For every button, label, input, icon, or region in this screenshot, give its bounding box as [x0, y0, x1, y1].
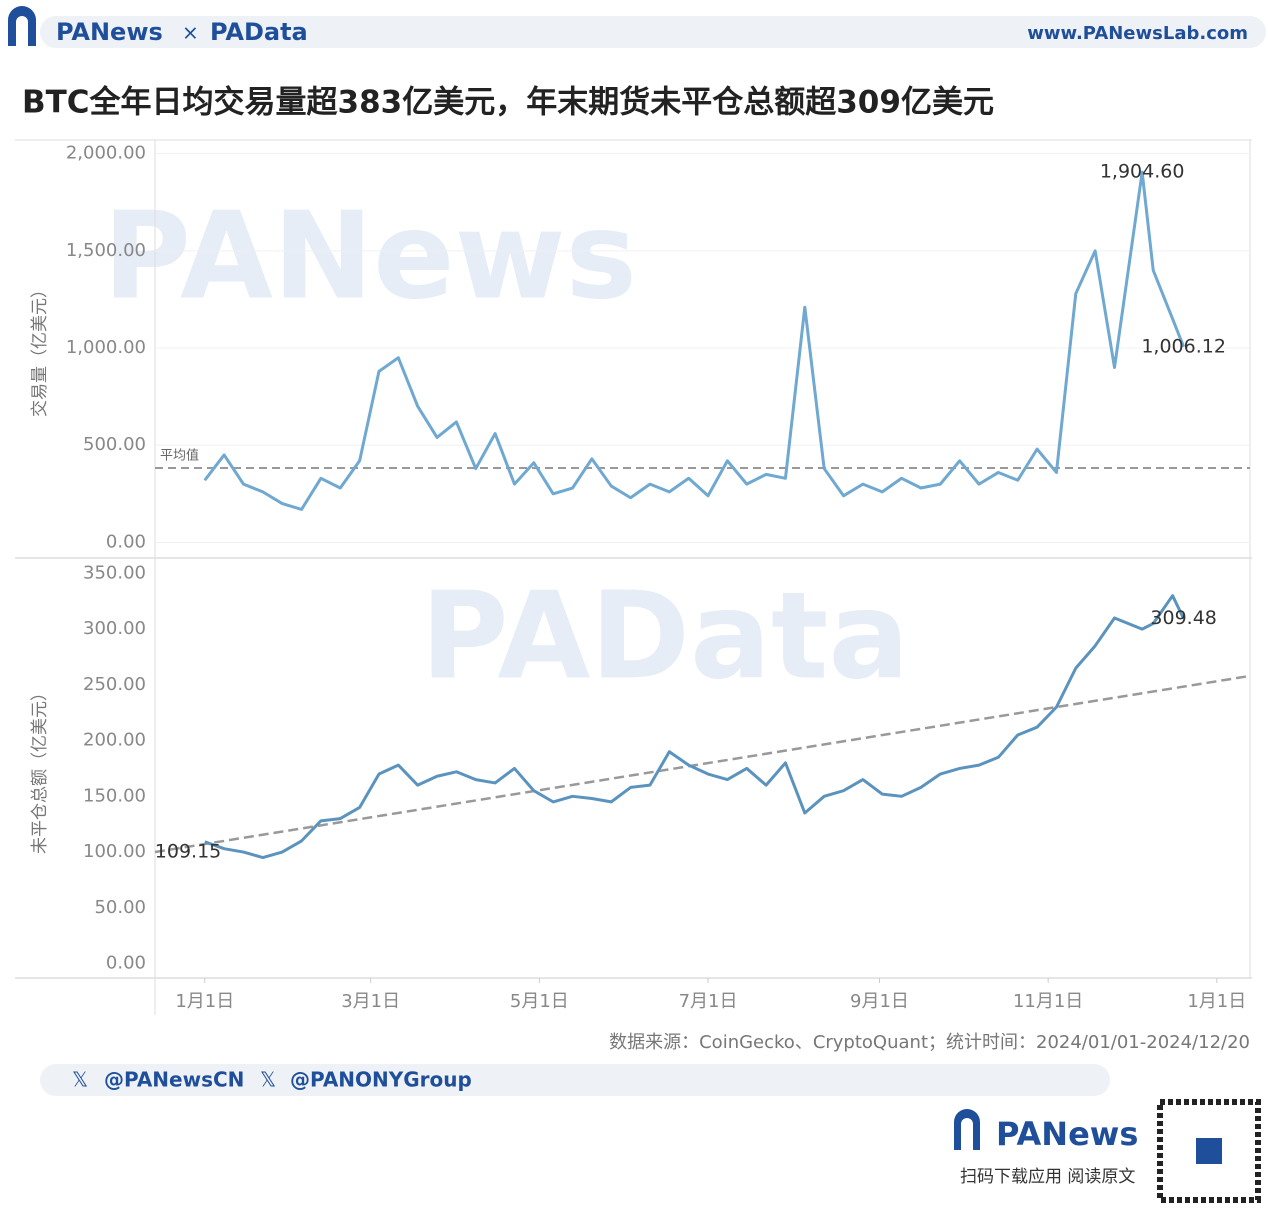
- logo: [8, 6, 36, 46]
- y-tick-label: 150.00: [83, 785, 146, 806]
- line: [204, 594, 1185, 860]
- value-label: 309.48: [1150, 607, 1216, 629]
- social[interactable]: @PANewsCN: [104, 1068, 244, 1092]
- x-tick-label: 5月1日: [510, 991, 569, 1012]
- y-tick-label: 350.00: [83, 562, 146, 583]
- y-tick-label: 300.00: [83, 618, 146, 639]
- qr-logo: [1196, 1138, 1222, 1164]
- footer-brand: PANews: [996, 1115, 1138, 1153]
- value-label: 1,006.12: [1141, 335, 1226, 357]
- y-tick-label: 50.00: [94, 897, 146, 918]
- social[interactable]: @PANONYGroup: [290, 1068, 472, 1092]
- value-label: 1,904.60: [1100, 161, 1185, 183]
- y-tick-label: 500.00: [83, 434, 146, 455]
- x-tick-label: 7月1日: [679, 991, 738, 1012]
- x-tick-label: 1月1日: [175, 991, 234, 1012]
- y-axis-title: 未平仓总额（亿美元）: [30, 684, 50, 854]
- watermark: PANews: [103, 188, 637, 327]
- x-icon: 𝕏: [72, 1068, 88, 1092]
- watermark: PAData: [421, 568, 910, 707]
- footer-caption: 扫码下载应用 阅读原文: [960, 1167, 1135, 1187]
- y-tick-label: 200.00: [83, 730, 146, 751]
- y-tick-label: 0.00: [106, 531, 146, 552]
- x-tick-label: 1月1日: [1187, 991, 1246, 1012]
- mean-label: 平均值: [160, 447, 199, 463]
- y-tick-label: 1,000.00: [66, 337, 146, 358]
- cross: ×: [182, 21, 199, 45]
- line: [203, 170, 1186, 511]
- x-tick-label: 9月1日: [850, 991, 909, 1012]
- source: 数据来源：CoinGecko、CryptoQuant；统计时间：2024/01/…: [609, 1032, 1250, 1053]
- social-bar: [40, 1064, 1110, 1096]
- y-tick-label: 2,000.00: [66, 143, 146, 164]
- y-tick-label: 250.00: [83, 674, 146, 695]
- url: www.PANewsLab.com: [1027, 23, 1248, 44]
- brand: PANews: [56, 18, 163, 46]
- y-tick-label: 100.00: [83, 841, 146, 862]
- logo: [954, 1109, 980, 1150]
- value-label: 109.15: [155, 840, 221, 862]
- brand2: PAData: [210, 18, 308, 46]
- y-tick-label: 1,500.00: [66, 240, 146, 261]
- title: BTC全年日均交易量超383亿美元，年末期货未平仓总额超309亿美元: [22, 85, 994, 121]
- x-tick-label: 11月1日: [1013, 991, 1083, 1012]
- y-tick-label: 0.00: [106, 953, 146, 974]
- x-tick-label: 3月1日: [341, 991, 400, 1012]
- x-icon: 𝕏: [260, 1068, 276, 1092]
- y-axis-title: 交易量（亿美元）: [30, 281, 50, 417]
- header-bar: [40, 16, 1266, 48]
- trend-line: [154, 674, 1251, 854]
